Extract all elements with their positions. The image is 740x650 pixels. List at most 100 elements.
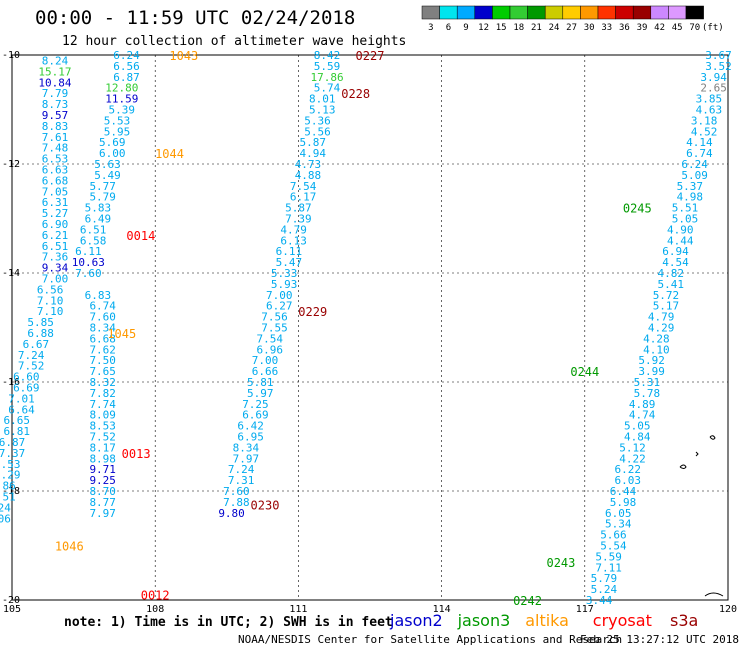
lat-tick-label: -16 <box>2 377 20 388</box>
swh-value: 4.89 <box>629 398 656 411</box>
track-altika-1043-1044-east: 6.246.566.8712.8011.595.395.535.955.696.… <box>72 49 140 520</box>
swh-value: 6.13 <box>280 234 307 247</box>
swh-value: 6.87 <box>0 436 25 449</box>
swh-value: 7.00 <box>252 354 279 367</box>
swh-value: 5.79 <box>591 572 618 585</box>
scale-swatch <box>615 5 634 20</box>
swh-value: 5.97 <box>247 387 274 400</box>
lat-tick-label: -14 <box>2 268 20 279</box>
lon-tick-label: 105 <box>3 604 21 615</box>
swh-value: 6.11 <box>75 245 102 258</box>
scale-swatch <box>509 5 528 20</box>
swh-value: 6.67 <box>23 338 50 351</box>
swh-value: 6.00 <box>99 147 126 160</box>
swh-value: 7.10 <box>37 294 64 307</box>
swh-value: 5.81 <box>247 376 274 389</box>
swh-value: 4.14 <box>686 136 713 149</box>
color-scale: 3 6 9 12 15 18 21 24 27 30 33 36 39 42 45 70 <box>421 5 704 33</box>
swh-value: 17.86 <box>310 71 343 84</box>
swh-value: 4.28 <box>643 332 670 345</box>
swh-value: 7.48 <box>42 142 69 155</box>
swh-value: 7.24 <box>18 349 45 362</box>
lat-tick-label: -18 <box>2 486 20 497</box>
scale-swatch <box>421 5 440 20</box>
swh-value: 7.10 <box>37 305 64 318</box>
swh-value: 4.74 <box>629 409 656 422</box>
swh-value: 7.11 <box>595 561 622 574</box>
swh-value: 6.83 <box>85 289 112 302</box>
swh-value: 5.53 <box>104 114 131 127</box>
swh-value: 5.31 <box>634 376 661 389</box>
swh-value: 4.79 <box>648 311 675 324</box>
lon-tick-label: 120 <box>719 604 737 615</box>
swh-value: 5.47 <box>276 256 303 269</box>
swh-value: 8.06 <box>0 512 11 525</box>
swh-value: 7.56 <box>261 311 288 324</box>
swh-value: 7.97 <box>233 452 260 465</box>
swh-value: 5.72 <box>653 289 680 302</box>
scale-label: 42 <box>654 23 665 33</box>
swh-value: 5.34 <box>605 518 632 531</box>
scale-swatch <box>527 5 546 20</box>
swh-value: 11.59 <box>105 93 138 106</box>
swh-value: 7.55 <box>261 322 288 335</box>
swh-value: 5.98 <box>610 496 637 509</box>
swh-value: 8.34 <box>233 441 260 454</box>
track-s3a-0227-0230: 8.425.5917.865.748.015.135.365.565.874.9… <box>218 49 343 520</box>
pass-time-label: 0244 <box>570 365 599 379</box>
swh-value: 6.60 <box>13 371 40 384</box>
swh-value: 4.82 <box>657 267 684 280</box>
scale-swatch <box>439 5 458 20</box>
swh-value: 7.31 <box>228 474 255 487</box>
pass-time-label: 0012 <box>141 589 170 603</box>
swh-value: 6.27 <box>266 300 293 313</box>
swh-value: 7.79 <box>42 87 69 100</box>
pass-time-label: 1045 <box>107 327 136 341</box>
swh-value: 8.98 <box>89 452 116 465</box>
swh-value: 6.11 <box>276 245 303 258</box>
swh-value: 4.29 <box>648 322 675 335</box>
swh-value: 5.74 <box>314 82 341 95</box>
credit-line: NOAA/NESDIS Center for Satellite Applica… <box>238 633 622 646</box>
scale-swatch <box>474 5 493 20</box>
swh-value: 7.60 <box>223 485 250 498</box>
units-note: note: 1) Time is in UTC; 2) SWH is in fe… <box>64 615 393 630</box>
scale-swatch <box>562 5 581 20</box>
swh-value: 6.64 <box>8 403 35 416</box>
swh-value: 7.54 <box>290 180 317 193</box>
swh-value: 5.05 <box>624 420 651 433</box>
pass-time-label: 0229 <box>298 305 327 319</box>
pass-time-label: 0228 <box>341 87 370 101</box>
swh-value: 4.88 <box>295 169 322 182</box>
legend-altika: altika <box>525 611 569 630</box>
scale-unit: (ft) <box>702 23 724 33</box>
swh-value: 7.74 <box>89 398 116 411</box>
swh-value: 7.52 <box>89 431 116 444</box>
swh-value: 4.84 <box>624 431 651 444</box>
swh-value: 4.52 <box>691 125 718 138</box>
scale-label: 24 <box>549 23 560 33</box>
pass-time-label: 0242 <box>513 594 542 608</box>
swh-value: 5.87 <box>299 136 326 149</box>
swh-value: 3.99 <box>638 365 665 378</box>
track-jason3-0242-0245: 3.673.523.942.653.854.633.184.524.146.74… <box>586 49 732 607</box>
scale-label: 15 <box>496 23 507 33</box>
swh-value: 5.92 <box>638 354 665 367</box>
lat-tick-label: -12 <box>2 159 20 170</box>
scale-label: 21 <box>531 23 542 33</box>
scale-label: 27 <box>566 23 577 33</box>
swh-value: 5.12 <box>619 441 646 454</box>
swh-value: 7.39 <box>285 213 312 226</box>
swh-value: 6.69 <box>13 381 40 394</box>
swh-value: 8.42 <box>314 49 341 62</box>
pass-time-label: 1043 <box>169 49 198 63</box>
swh-value: 5.77 <box>89 180 116 193</box>
swh-value: 5.36 <box>304 114 331 127</box>
legend-cryosat: cryosat <box>593 611 652 630</box>
swh-value: 7.25 <box>242 398 269 411</box>
pass-time-label: 0013 <box>122 447 151 461</box>
swh-value: 6.63 <box>42 163 69 176</box>
swh-value: 7.24 <box>228 463 255 476</box>
swh-value: 6.74 <box>89 300 116 313</box>
